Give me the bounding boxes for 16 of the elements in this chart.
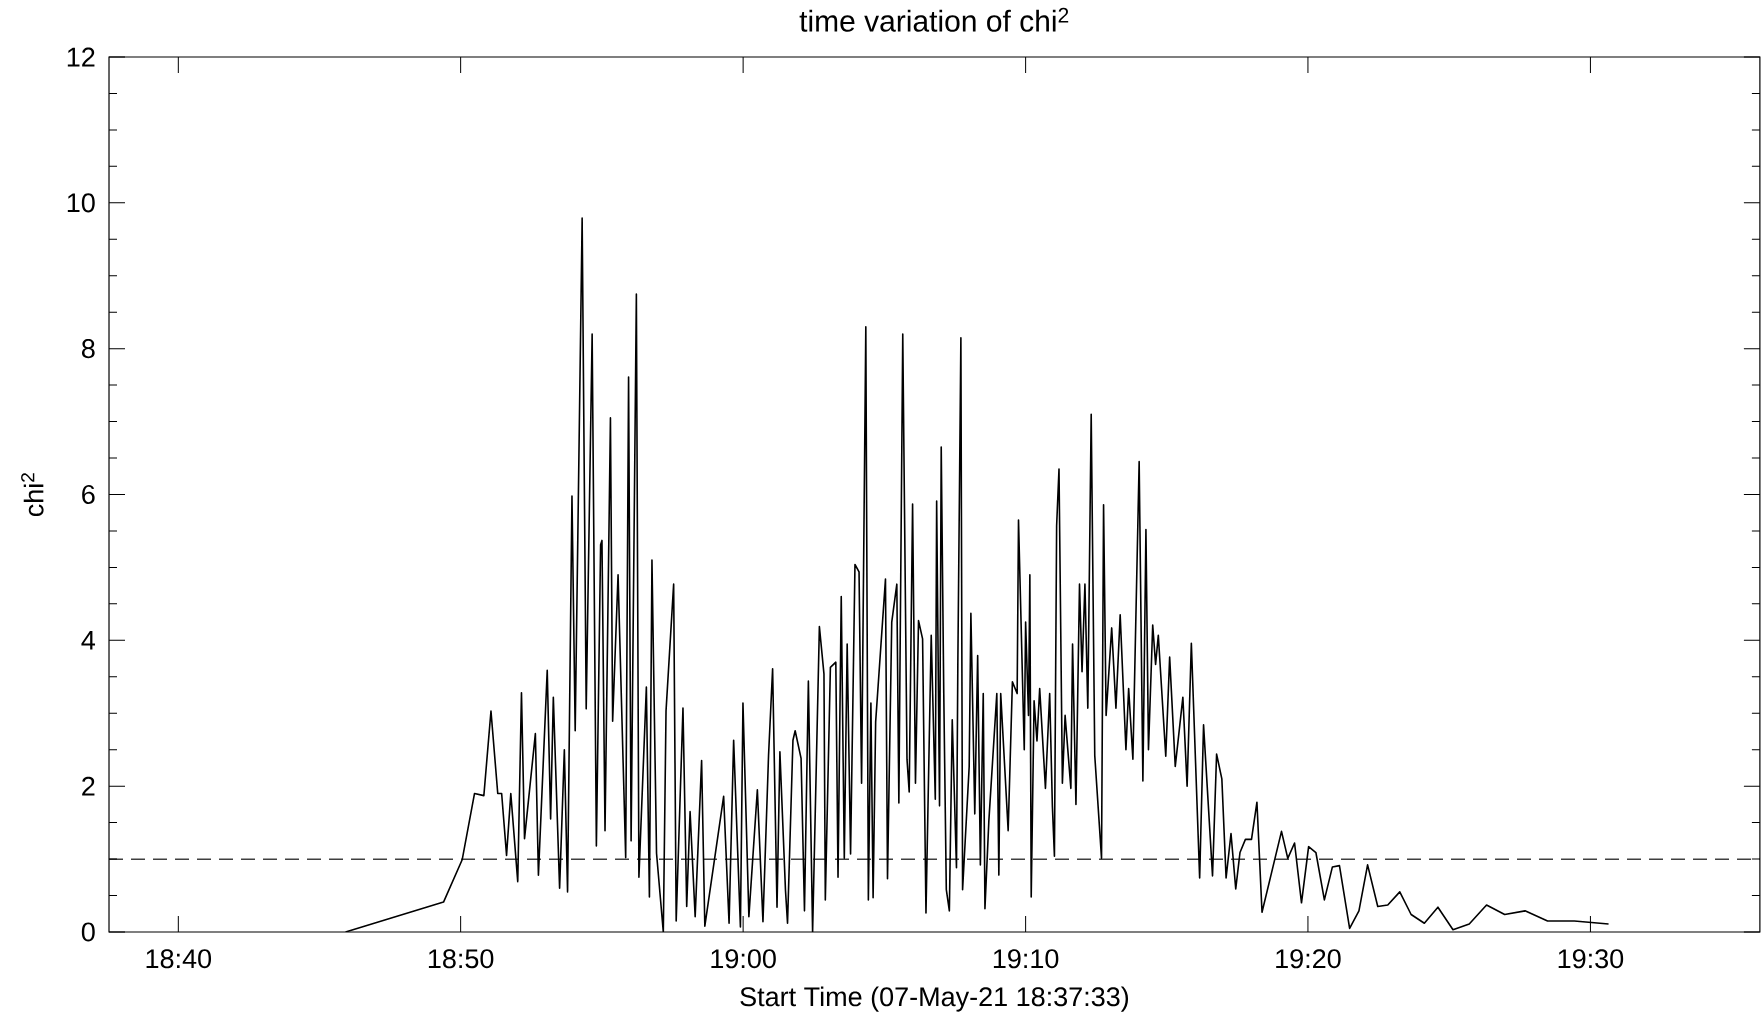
y-tick-label: 4 <box>81 631 96 650</box>
y-tick-label: 2 <box>82 776 95 796</box>
y-tick-label: 10 <box>67 193 95 213</box>
x-tick-label: 19:30 <box>1558 949 1624 969</box>
chart-title: time variation of chi$^{2}$ <box>799 7 1069 32</box>
y-tick-label: 0 <box>81 922 95 942</box>
x-tick-label: 18:40 <box>146 949 212 969</box>
x-tick-label: 19:20 <box>1276 949 1341 969</box>
x-tick-label: 18:50 <box>428 949 494 969</box>
y-tick-label: 6 <box>82 484 95 505</box>
y-tick-label: 8 <box>81 339 95 359</box>
y-axis-title: chi$^{2}$ <box>21 473 44 517</box>
x-tick-label: 19:10 <box>993 949 1059 969</box>
x-axis-title: Start Time (07-May-21 18:37:33) <box>740 986 1129 1012</box>
x-tick-label: 19:00 <box>711 949 776 969</box>
y-tick-label: 12 <box>67 47 95 67</box>
